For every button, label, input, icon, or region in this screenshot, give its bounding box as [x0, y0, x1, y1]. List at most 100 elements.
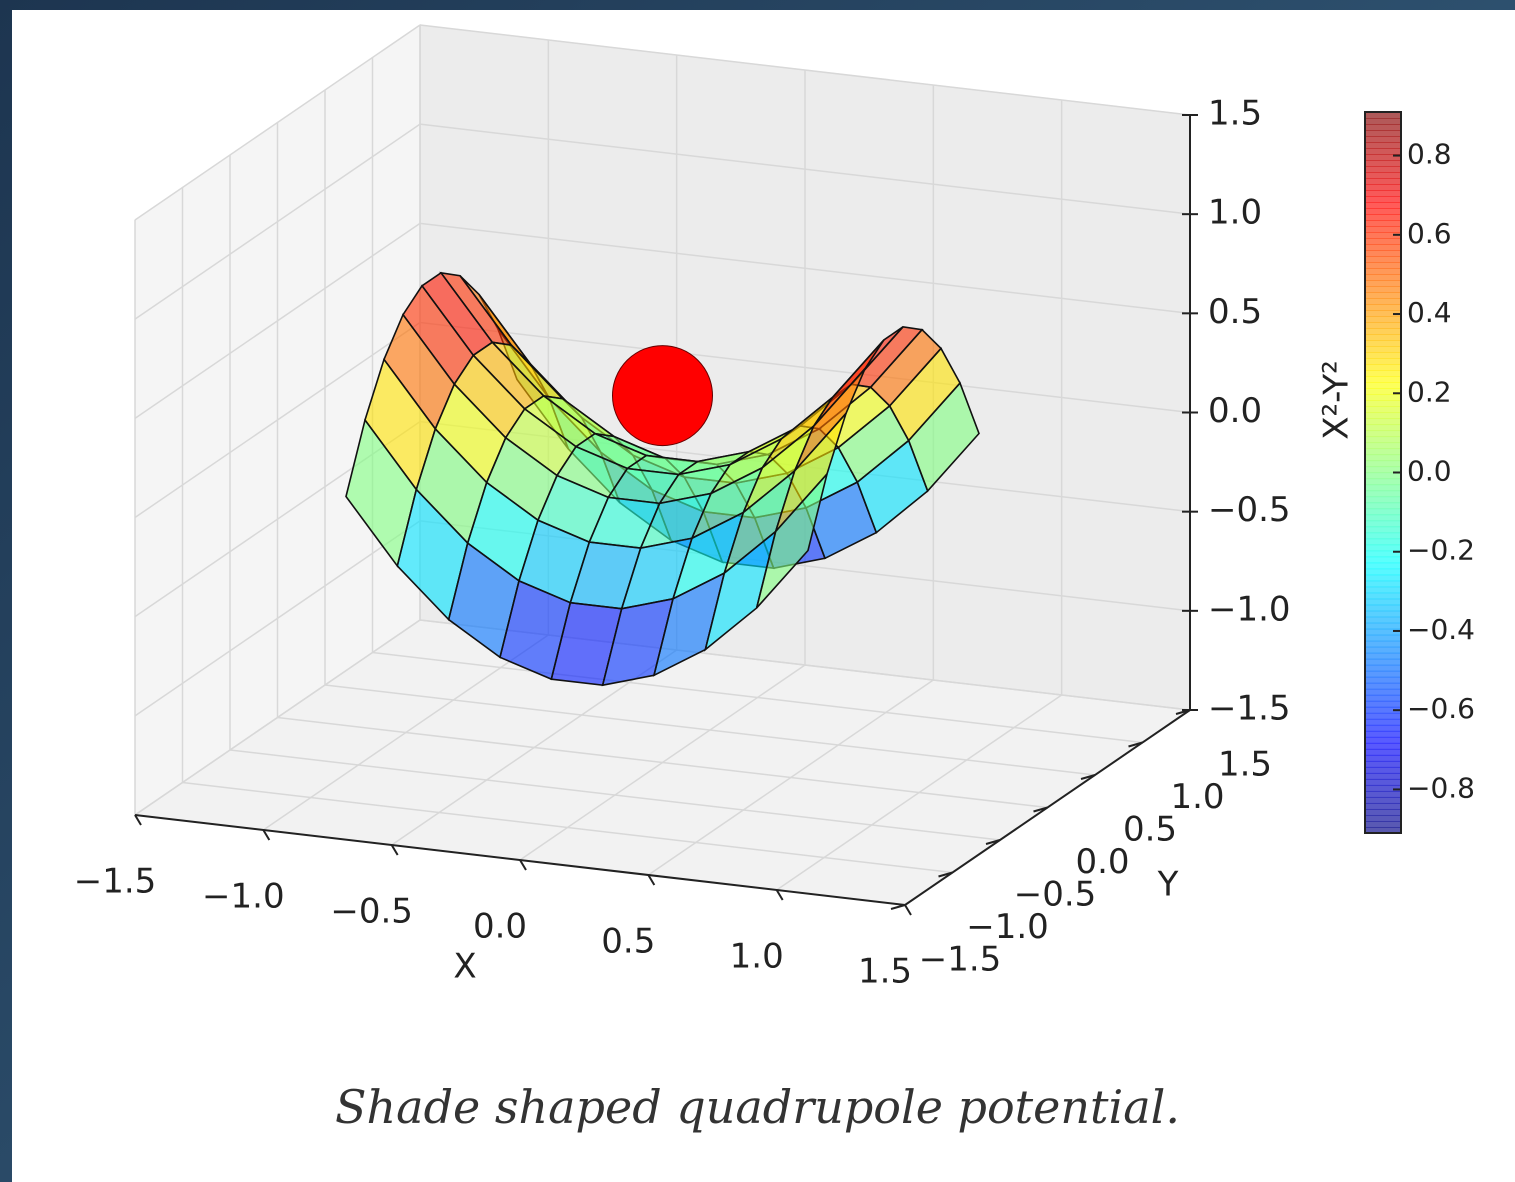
- z-tick-label: 0.0: [1208, 391, 1262, 431]
- colorbar-strip: [1365, 502, 1401, 510]
- colorbar-strip: [1365, 388, 1401, 395]
- colorbar-strip: [1365, 400, 1401, 408]
- colorbar-strip: [1365, 754, 1401, 762]
- y-tick-label: −1.5: [919, 940, 1002, 980]
- colorbar-strip: [1365, 598, 1401, 606]
- colorbar-strip: [1365, 766, 1401, 774]
- colorbar-strip: [1365, 652, 1401, 660]
- colorbar-strip: [1365, 808, 1401, 816]
- x-tick-label: −0.5: [330, 892, 413, 932]
- grid-line: [324, 684, 1096, 776]
- colorbar-tick-label: 0.0: [1407, 455, 1452, 488]
- colorbar-tick-label: −0.8: [1407, 771, 1475, 804]
- x-axis-line: [134, 814, 906, 906]
- colorbar-strip: [1365, 760, 1401, 768]
- x-tick-label: −1.5: [74, 862, 157, 902]
- colorbar-strip: [1365, 442, 1401, 450]
- colorbar-strip: [1365, 226, 1401, 233]
- x-tick-label: 0.5: [601, 922, 655, 962]
- colorbar-strip: [1365, 148, 1401, 155]
- colorbar-strip: [1365, 622, 1401, 630]
- grid-line: [182, 781, 953, 874]
- tick-mark: [390, 844, 399, 856]
- colorbar-strip: [1365, 544, 1401, 552]
- colorbar-strip: [1365, 328, 1401, 335]
- colorbar-strip: [1365, 172, 1401, 179]
- z-tick-label: −0.5: [1208, 490, 1291, 530]
- colorbar-strip: [1365, 292, 1401, 299]
- colorbar-strip: [1365, 250, 1401, 257]
- colorbar-strip: [1365, 232, 1401, 239]
- colorbar-strip: [1365, 298, 1401, 305]
- colorbar-tick-label: 0.4: [1407, 296, 1452, 329]
- grid-line: [229, 749, 1001, 841]
- colorbar-strip: [1365, 394, 1401, 401]
- colorbar-strip: [1365, 676, 1401, 684]
- colorbar-strip: [1365, 550, 1401, 558]
- z-axis-label: X²-Y²: [1317, 360, 1357, 440]
- x-tick-label: 1.5: [858, 952, 912, 992]
- z-tick-label: 0.5: [1208, 292, 1262, 332]
- colorbar-strip: [1365, 814, 1401, 822]
- colorbar-strip: [1365, 490, 1401, 498]
- colorbar-strip: [1365, 346, 1401, 353]
- colorbar-strip: [1365, 286, 1401, 293]
- colorbar-strip: [1365, 712, 1401, 720]
- colorbar-strip: [1365, 184, 1401, 191]
- colorbar-strip: [1365, 706, 1401, 714]
- marker-ball: [612, 345, 713, 447]
- z-tick-label: 1.0: [1208, 193, 1262, 233]
- grid-line: [419, 24, 1191, 116]
- tick-mark: [775, 889, 784, 901]
- y-axis-line: [904, 709, 1191, 906]
- colorbar-strip: [1365, 370, 1401, 377]
- z-tick-label: −1.5: [1208, 689, 1291, 729]
- colorbar-strip: [1365, 664, 1401, 672]
- colorbar-strip: [1365, 238, 1401, 245]
- colorbar-strip: [1365, 142, 1401, 149]
- surface-face: [755, 473, 828, 609]
- colorbar-strip: [1365, 628, 1401, 636]
- grid-line: [277, 716, 1048, 809]
- colorbar-strip: [1365, 694, 1401, 702]
- colorbar-strip: [1365, 304, 1401, 311]
- colorbar-strip: [1365, 592, 1401, 600]
- colorbar-strip: [1365, 574, 1401, 582]
- colorbar-strip: [1365, 436, 1401, 444]
- colorbar-strip: [1365, 376, 1401, 383]
- x-tick-label: 1.0: [730, 937, 784, 977]
- y-tick-label: 0.0: [1075, 842, 1129, 882]
- grid-line: [419, 321, 1191, 414]
- colorbar-strip: [1365, 724, 1401, 732]
- colorbar-strip: [1365, 820, 1401, 828]
- colorbar-strip: [1365, 562, 1401, 570]
- colorbar-strip: [1365, 682, 1401, 690]
- colorbar-strip: [1365, 382, 1401, 389]
- colorbar-strip: [1365, 244, 1401, 251]
- colorbar-strip: [1365, 514, 1401, 522]
- colorbar-strip: [1365, 586, 1401, 594]
- grid-line: [419, 222, 1191, 315]
- colorbar-strip: [1365, 634, 1401, 642]
- colorbar-strip: [1365, 280, 1401, 287]
- colorbar-strip: [1365, 736, 1401, 744]
- colorbar-strip: [1365, 478, 1401, 486]
- colorbar-strip: [1365, 688, 1401, 696]
- colorbar-strip: [1365, 406, 1401, 414]
- colorbar-tick-label: 0.8: [1407, 138, 1452, 171]
- colorbar-strip: [1365, 262, 1401, 269]
- colorbar-strip: [1365, 520, 1401, 528]
- grid-line: [134, 123, 421, 320]
- colorbar-strip: [1365, 604, 1401, 612]
- colorbar-strip: [1365, 484, 1401, 492]
- colorbar-strip: [1365, 220, 1401, 227]
- colorbar-strip: [1365, 214, 1401, 221]
- y-tick-label: 1.5: [1218, 745, 1272, 785]
- tick-mark: [262, 829, 271, 841]
- x-tick-label: −1.0: [202, 877, 285, 917]
- y-axis-label: Y: [1157, 865, 1179, 905]
- x-tick-label: 0.0: [473, 907, 527, 947]
- colorbar-strip: [1365, 256, 1401, 263]
- colorbar-strip: [1365, 424, 1401, 432]
